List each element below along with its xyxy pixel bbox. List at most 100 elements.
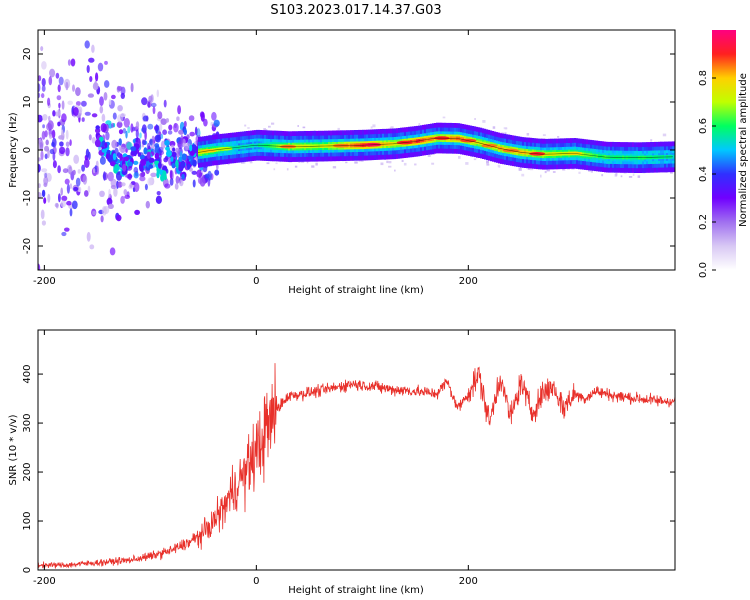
spectrogram-blob bbox=[81, 100, 87, 107]
spectrogram-blob bbox=[72, 107, 79, 116]
spectrogram-blob bbox=[157, 111, 163, 120]
spectrogram-blob bbox=[142, 115, 149, 122]
spectrogram-feature bbox=[181, 153, 187, 161]
spectrogram-blob bbox=[58, 76, 64, 86]
spectrogram-halo bbox=[263, 128, 266, 131]
spectrogram-feature bbox=[166, 149, 172, 158]
spectrogram-blob bbox=[93, 168, 96, 174]
spectrogram-halo bbox=[498, 165, 501, 168]
spectrogram-blob bbox=[97, 62, 104, 72]
spectrogram-halo bbox=[588, 169, 591, 172]
spectrogram-blob bbox=[180, 134, 184, 145]
spectrogram-blob bbox=[129, 182, 133, 188]
spectrogram-halo bbox=[394, 169, 396, 172]
spectrogram-blob bbox=[66, 200, 72, 206]
spectrogram-blob bbox=[191, 170, 198, 175]
spectrogram-blob bbox=[160, 133, 164, 140]
spectrogram-halo bbox=[544, 170, 547, 174]
spectrogram-blob bbox=[41, 78, 46, 87]
spectrogram-feature bbox=[178, 156, 182, 163]
spectrogram-halo bbox=[268, 125, 271, 128]
spectrogram-halo bbox=[552, 171, 556, 173]
spectrogram-blob bbox=[152, 106, 156, 115]
spectrogram-feature bbox=[104, 142, 108, 149]
spectrogram-blob bbox=[117, 181, 123, 188]
spectrogram-blob bbox=[144, 183, 148, 191]
spectrogram-halo bbox=[389, 127, 392, 130]
spectrogram-halo bbox=[286, 168, 289, 171]
spectrogram-blob bbox=[38, 75, 42, 82]
spectrogram-blob bbox=[52, 110, 56, 117]
spectrogram-feature bbox=[127, 161, 133, 167]
spectrogram-blob bbox=[101, 113, 106, 122]
spectrogram-blob bbox=[38, 157, 41, 162]
spectrogram-blob bbox=[158, 123, 163, 132]
spectrogram-feature bbox=[140, 158, 147, 166]
spectrogram-blob bbox=[122, 128, 127, 134]
spectrogram-blob bbox=[104, 80, 110, 88]
spectrogram-blob bbox=[99, 156, 106, 165]
spectrogram-halo bbox=[562, 169, 566, 171]
y-tick-label: -10 bbox=[22, 190, 33, 206]
spectrogram-blob bbox=[65, 81, 69, 91]
spectrogram-blob bbox=[188, 167, 193, 172]
spectrogram-feature bbox=[187, 155, 194, 160]
spectrogram-blob bbox=[52, 160, 57, 169]
spectrogram-blob bbox=[61, 195, 68, 202]
spectrogram-blob bbox=[96, 165, 99, 175]
spectrogram-feature bbox=[171, 151, 177, 158]
spectrogram-blob bbox=[120, 182, 126, 187]
spectrogram-halo bbox=[578, 171, 581, 174]
spectrogram-halo bbox=[526, 133, 530, 136]
spectrogram-blob bbox=[124, 194, 131, 199]
spectrogram-blob bbox=[107, 171, 114, 182]
spectrogram-blob bbox=[176, 116, 180, 121]
spectrogram-feature bbox=[148, 157, 155, 163]
spectrogram-blob bbox=[183, 120, 187, 128]
spectrogram-blob bbox=[178, 129, 185, 135]
spectrogram-feature bbox=[158, 161, 162, 169]
spectrogram-blob bbox=[56, 95, 62, 101]
spectrogram-feature bbox=[122, 163, 127, 172]
spectrogram-blob bbox=[151, 102, 157, 108]
spectrogram-blob bbox=[177, 105, 182, 115]
spectrogram-blob bbox=[38, 163, 41, 173]
spectrogram-blob bbox=[62, 168, 69, 174]
spectrogram-blob bbox=[61, 113, 67, 123]
spectrogram-blob bbox=[199, 177, 206, 187]
spectrogram-feature bbox=[187, 163, 191, 170]
spectrogram-halo bbox=[273, 168, 276, 171]
spectrogram-blob bbox=[111, 122, 114, 129]
spectrogram-blob bbox=[72, 84, 75, 92]
spectrogram-feature bbox=[171, 162, 176, 169]
spectrogram-blob bbox=[110, 184, 116, 190]
spectrogram-feature bbox=[189, 150, 195, 156]
spectrogram-blob bbox=[154, 143, 160, 148]
spectrogram-halo bbox=[465, 162, 469, 165]
spectrogram-blob bbox=[81, 117, 85, 122]
spectrogram-blob bbox=[67, 100, 73, 106]
spectrogram-blob bbox=[160, 118, 167, 125]
spectrogram-halo bbox=[504, 132, 507, 135]
spectrogram-blob bbox=[179, 179, 184, 187]
spectrogram-blob bbox=[38, 183, 41, 189]
spectrogram-blob bbox=[99, 105, 104, 114]
spectrogram-blob bbox=[43, 171, 49, 177]
spectrogram-halo bbox=[249, 161, 253, 164]
spectrogram-feature bbox=[114, 164, 119, 169]
spectrogram-halo bbox=[546, 169, 550, 172]
spectrogram-blob bbox=[111, 94, 116, 100]
spectrogram-blob bbox=[89, 76, 93, 82]
spectrogram-blob bbox=[55, 203, 59, 209]
spectrogram-feature bbox=[154, 160, 160, 165]
spectrogram-blob bbox=[39, 142, 44, 151]
spectrogram-blob bbox=[87, 93, 94, 98]
spectrogram-blob bbox=[133, 172, 139, 179]
x-tick-label: 200 bbox=[459, 576, 478, 587]
spectrogram-blob bbox=[116, 121, 123, 128]
spectrogram-panel: -200 0 200 -20 -10 0 10 20 Height of straight l… bbox=[8, 29, 676, 296]
spectrogram-blob bbox=[137, 152, 142, 157]
spectrogram-blob bbox=[108, 99, 112, 106]
spectrogram-blob bbox=[155, 124, 160, 135]
